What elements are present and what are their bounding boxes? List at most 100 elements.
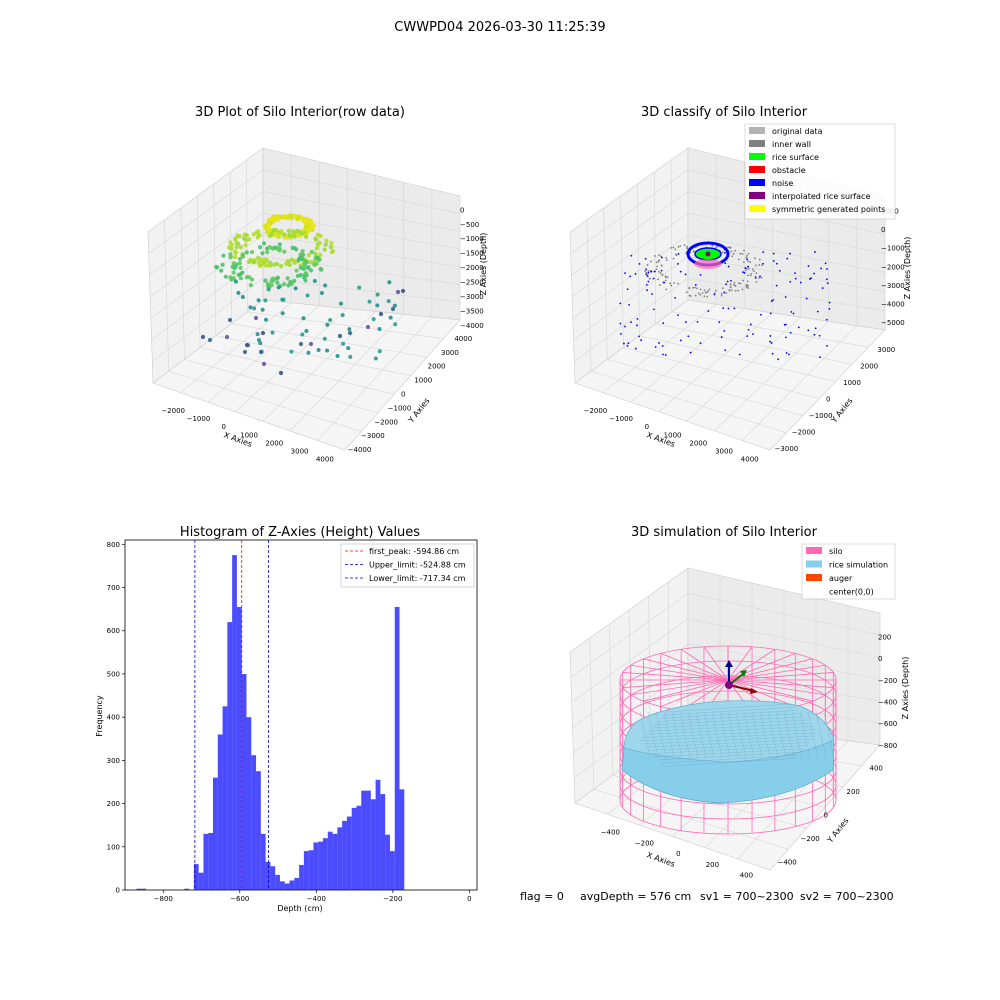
classify-inner-wall-point [747,260,750,263]
raw-ztick-label: −4000 [460,322,484,330]
raw-data-point [318,266,323,272]
classify-inner-wall-point [725,292,728,295]
raw-y-ticks: −4000 −3000 −2000 −1000 0 1000 2000 3000 4000 [348,335,472,454]
classify-noise-point [696,320,699,323]
classify-noise-point [718,321,721,324]
classify-noise-point [647,280,650,283]
classify-noise-point [660,256,663,259]
pane-gridline [215,335,411,377]
classify-inner-wall-point [688,287,691,290]
classify-noise-point [645,268,648,271]
classify-ylabel: Y Axies [829,396,855,425]
classify-noise-point [770,300,773,302]
silo-roof-spoke [727,679,796,707]
raw-data-point [375,303,380,308]
classify-noise-point [723,329,726,332]
classify-noise-point [775,284,778,287]
raw-data-point [305,293,310,298]
classify-inner-wall-point [727,246,730,249]
pane-gridline [262,169,461,215]
classify-noise-point [742,271,744,274]
raw-z-ticks: 0 −500 −1000 −1500 −2000 −2500 −3000 −3500 −4000 [460,206,484,330]
classify-inner-wall-point [672,246,675,249]
rice-mesh-line [641,735,817,745]
pane-gridline [168,370,362,432]
rice-mesh-line [743,711,755,759]
classify-legend-label: symmetric generated points [772,205,885,214]
classify-gridlines [570,154,886,441]
classify-inner-wall-point [747,287,749,289]
raw-data-point [302,229,308,235]
classify-inner-wall-point [751,268,754,271]
classify-noise-point [813,272,816,275]
classify-inner-wall-point [729,247,732,249]
raw-data-point [243,237,249,243]
raw-data-point [248,257,253,262]
raw-data-point [306,350,311,355]
classify-xtick-label: 3000 [715,448,733,456]
raw-data-point [337,333,343,339]
classify-noise-point [825,318,828,321]
status-avg-depth: avgDepth = 576 cm [580,890,691,903]
classify-xtick-label: 1000 [664,431,682,439]
classify-legend: original data inner wall rice surface obsta… [744,123,896,220]
raw-data-point [295,273,301,279]
rice-mesh-line [650,745,808,754]
classify-noise-point [747,265,749,268]
raw-ytick-label: −1000 [388,404,412,412]
raw-data-point [220,262,225,267]
status-sv2: sv2 = 700~2300 [800,890,894,903]
classify-noise-point [797,326,800,329]
raw-data-point [264,258,270,263]
classify-obstacle [694,259,722,269]
classify-inner-wall-point [731,289,733,291]
histogram-bar [294,877,300,890]
pane-gridline [623,347,820,399]
histogram-bar [337,827,343,890]
histogram-ytick-label: 300 [107,757,120,765]
histogram-bar [394,606,400,890]
classify-xtick-label: 2000 [689,439,707,447]
classify-inner-wall-point [746,280,749,283]
raw-data-point [377,349,382,354]
raw-data-point [271,227,276,233]
rice-surface-top [623,700,835,763]
simulation-zlabel: Z Axies (Depth) [901,657,910,720]
classify-inner-wall-point [655,268,658,271]
pane-gridline [591,370,787,434]
classify-ytick-label: −1000 [809,412,833,420]
raw-data-point [316,347,321,352]
raw-data-point [228,275,233,280]
pane-gridline [687,212,886,254]
histogram-bar [227,622,233,890]
histogram-bar [399,789,405,890]
classify-legend-frame [744,123,896,220]
rice-mesh-line [679,711,691,759]
classify-noise-point [762,251,765,254]
histogram-legend-label: first_peak: -594.86 cm [369,547,459,556]
classify-noise-point [794,277,797,280]
classify-inner-wall-point [695,287,698,290]
classify-noise-point [619,302,622,305]
raw-data-point [277,248,282,253]
classify-noise-point [724,262,727,265]
histogram-bar [366,790,371,890]
classify-inner-wall-point [647,269,650,272]
raw-data-point [221,253,226,258]
pane-gridline [630,308,745,403]
raw-data-point [348,354,353,359]
classify-ytick-label: 3000 [877,346,895,354]
classify-ztick-label: −4000 [881,300,905,308]
classify-inner-wall-point [753,257,756,260]
raw-data-point [249,249,255,255]
raw-data-point [328,244,334,250]
pane-gridline [247,311,444,339]
histogram-ytick-label: 400 [107,714,120,722]
classify-inner-wall-point [704,291,707,294]
classify-xtick-label: −1000 [609,415,633,423]
auger-x-arrow-head [750,688,758,694]
classify-noise-point [723,251,726,254]
classify-noise-point [644,257,647,260]
classify-inner-wall-point [674,248,677,251]
classify-ytick-label: 0 [826,396,830,404]
